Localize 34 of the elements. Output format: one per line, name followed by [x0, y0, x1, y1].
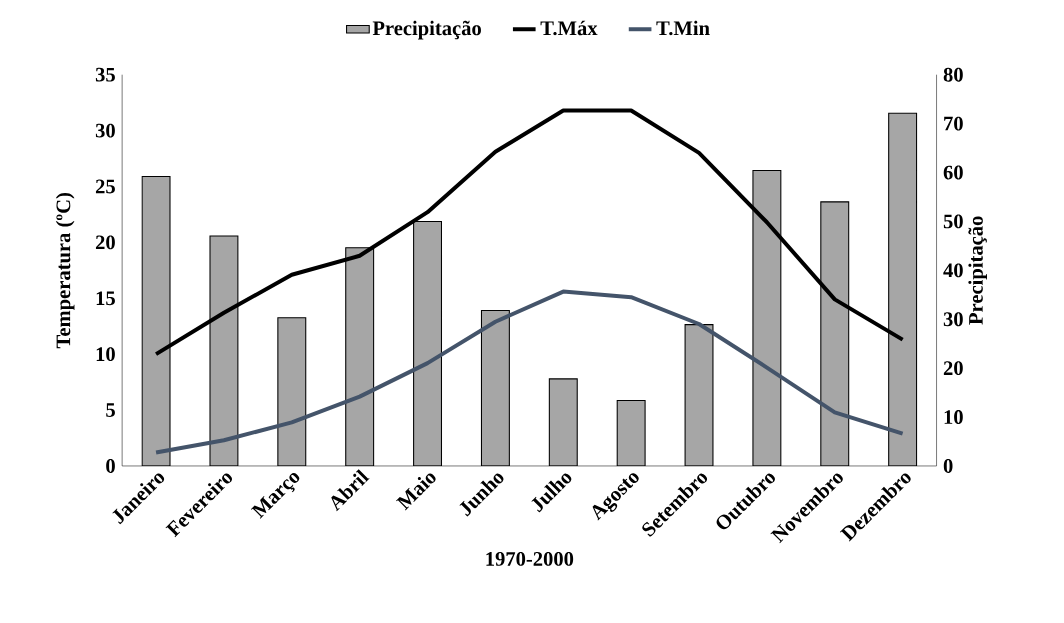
y-tick-label: 30: [95, 123, 115, 138]
y-tick-label: 10: [96, 347, 115, 361]
bar: [684, 323, 714, 466]
legend-label: T.Máx: [540, 20, 598, 36]
y2-tick-label: 0: [943, 458, 953, 473]
y-tick-label: 25: [95, 179, 115, 194]
bar: [345, 247, 375, 466]
legend-label: T.Min: [656, 20, 710, 36]
bar: [616, 399, 646, 466]
line-series: [154, 289, 905, 455]
y-tick-label: 15: [96, 291, 115, 306]
bar: [141, 175, 171, 466]
y2-tick-label: 30: [943, 312, 963, 327]
y2-tick-label: 70: [944, 116, 963, 131]
bar: [480, 309, 510, 466]
y2-tick-label: 40: [943, 263, 963, 278]
bar: [277, 317, 307, 466]
bar: [413, 220, 443, 466]
x-axis-title: 1970-2000: [486, 551, 574, 566]
y2-axis-title: Precipitação: [968, 216, 987, 325]
y-tick-label: 5: [106, 403, 115, 417]
bar: [548, 378, 578, 466]
y2-tick-label: 60: [943, 165, 963, 180]
y-tick-label: 0: [106, 458, 115, 473]
y-axis-title: Temperatura (ºC): [55, 192, 75, 349]
y2-tick-label: 20: [943, 361, 963, 375]
y2-tick-label: 10: [944, 409, 963, 424]
y-tick-label: 20: [95, 235, 115, 250]
bar: [888, 112, 918, 466]
legend-label: Precipitação: [372, 20, 481, 40]
y2-tick-label: 50: [943, 214, 963, 229]
y-tick-label: 35: [95, 67, 115, 82]
bar: [820, 201, 850, 466]
y2-tick-label: 80: [943, 67, 963, 82]
